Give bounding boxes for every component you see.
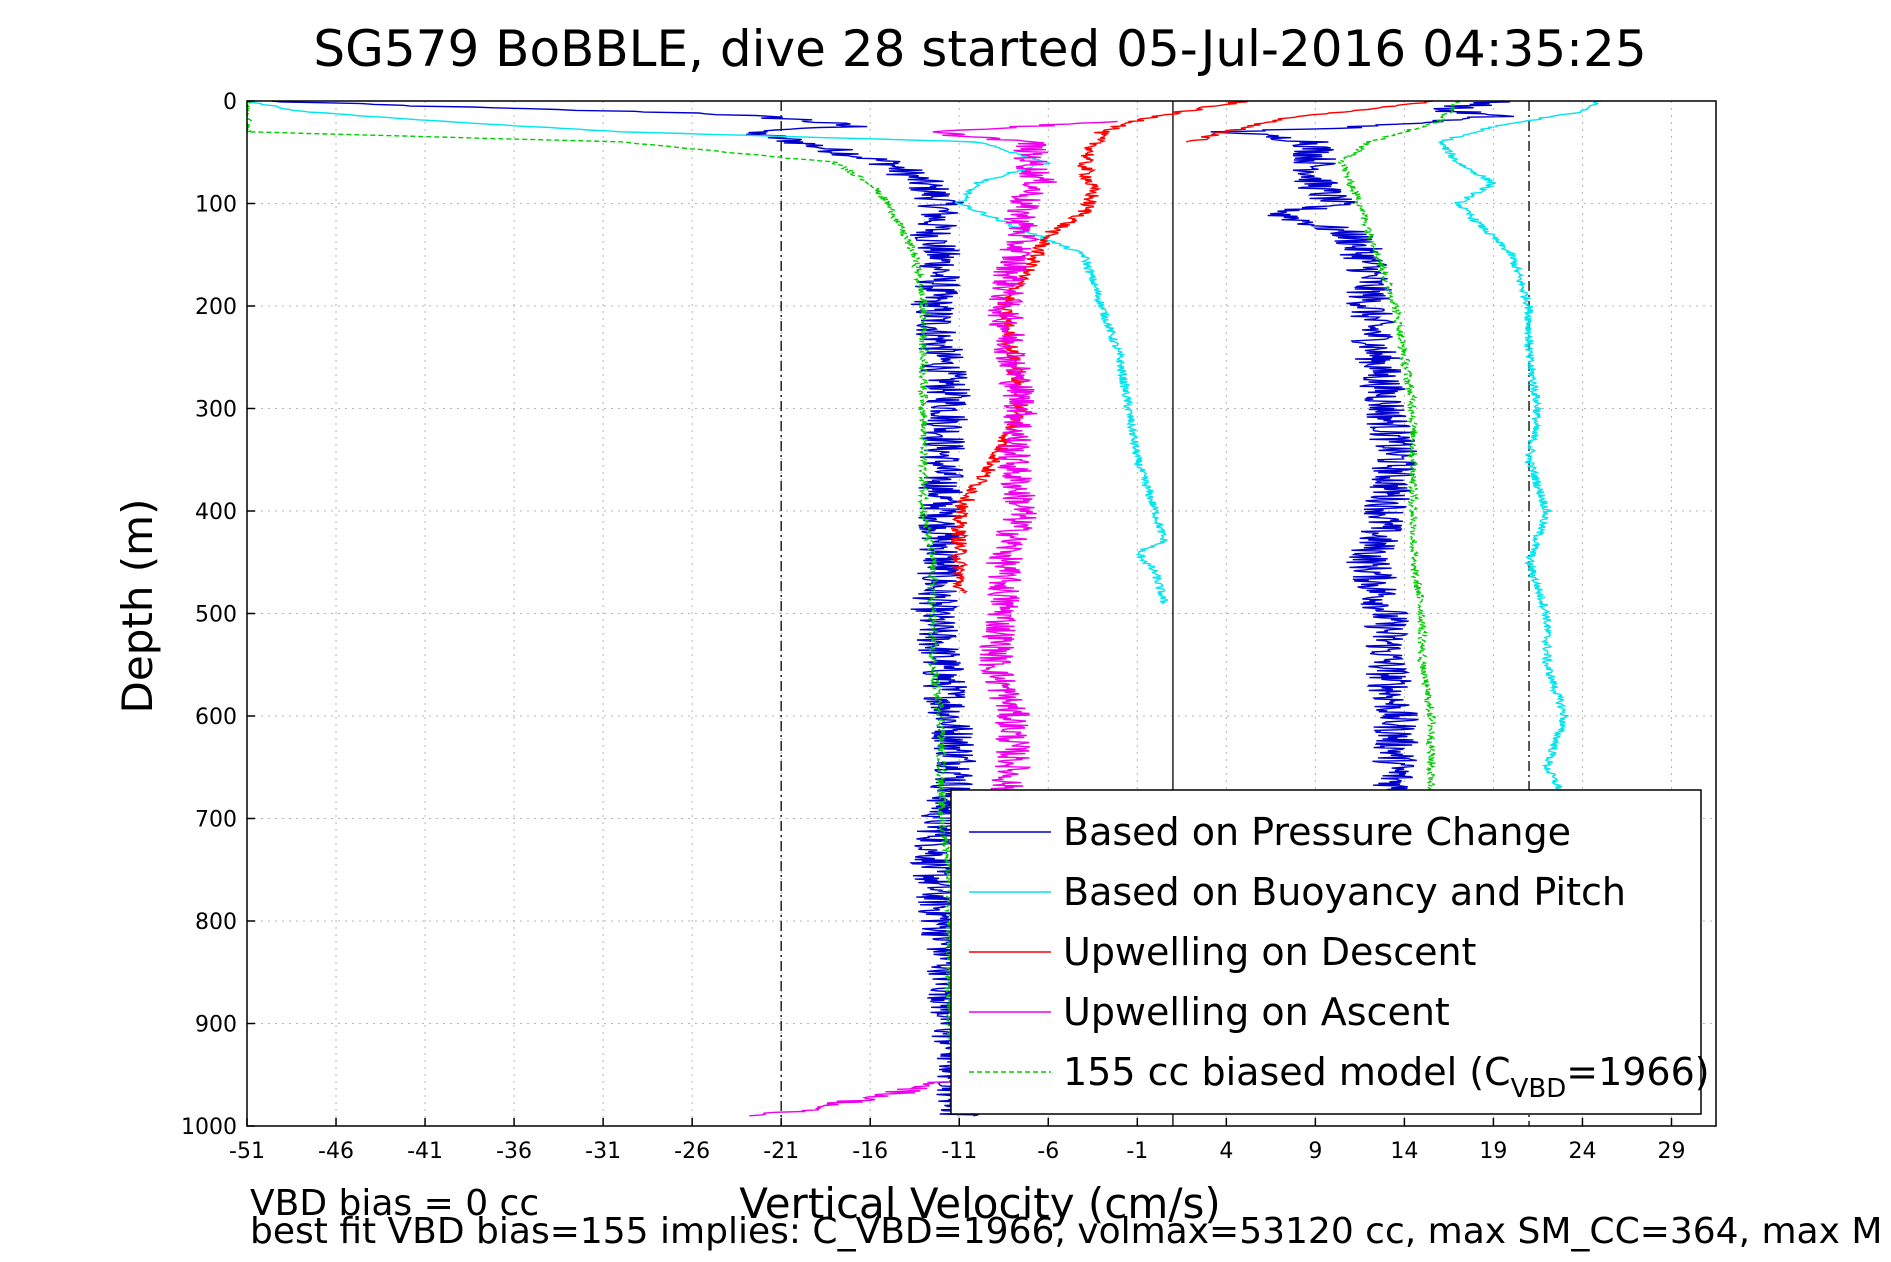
- series-line-4: [245, 100, 966, 1117]
- legend: Based on Pressure Change Based on Buoyanc…: [950, 789, 1710, 1115]
- x-tick-label: 19: [1479, 1139, 1507, 1164]
- y-tick-label: 200: [195, 295, 237, 320]
- x-tick-label: -31: [585, 1139, 621, 1164]
- series-line-2: [1186, 100, 1433, 143]
- x-tick-label: -51: [229, 1139, 265, 1164]
- x-tick-label: 14: [1390, 1139, 1418, 1164]
- y-tick-label: 100: [195, 193, 237, 218]
- y-tick-label: 600: [195, 705, 237, 730]
- x-tick-label: -21: [763, 1139, 799, 1164]
- x-tick-label: -6: [1037, 1139, 1059, 1164]
- series-line-4: [1337, 100, 1461, 799]
- x-tick-label: 9: [1308, 1139, 1322, 1164]
- x-tick-label: -11: [941, 1139, 977, 1164]
- series-line-2: [949, 100, 1248, 594]
- series-line-0: [1210, 100, 1515, 799]
- y-tick-label: 700: [195, 808, 237, 833]
- legend-label: 155 cc biased model (CVBD=1966): [1063, 1050, 1710, 1104]
- legend-label: Upwelling on Ascent: [1063, 990, 1450, 1034]
- series-line-1: [246, 100, 1168, 604]
- x-tick-label: -36: [496, 1139, 532, 1164]
- axis-ticks: -51 -46 -41 -36 -31 -26 -21 -16 -11 -6 -1 4 9 14 19 24 2…: [181, 90, 1685, 1164]
- x-axis-label: Vertical Velocity (cm/s): [739, 1179, 1220, 1228]
- x-tick-label: -16: [852, 1139, 888, 1164]
- x-tick-label: 29: [1657, 1139, 1685, 1164]
- chart-title: SG579 BoBBLE, dive 28 started 05-Jul-201…: [313, 20, 1646, 78]
- x-tick-label: -46: [318, 1139, 354, 1164]
- x-tick-label: 4: [1219, 1139, 1233, 1164]
- legend-box: [950, 789, 1702, 1115]
- legend-label: Based on Pressure Change: [1063, 810, 1571, 854]
- x-tick-label: -1: [1126, 1139, 1148, 1164]
- y-tick-label: 300: [195, 398, 237, 423]
- best-fit-note: best fit VBD bias=155 implies: C_VBD=196…: [250, 1211, 1883, 1252]
- y-tick-label: 400: [195, 500, 237, 525]
- y-tick-label: 500: [195, 603, 237, 628]
- y-tick-label: 900: [195, 1013, 237, 1038]
- legend-label: Based on Buoyancy and Pitch: [1063, 870, 1626, 914]
- y-tick-label: 800: [195, 910, 237, 935]
- series-line-0: [271, 100, 982, 1117]
- x-tick-label: -26: [674, 1139, 710, 1164]
- vbd-bias-note: VBD bias = 0 cc: [250, 1183, 540, 1224]
- series-line-1: [1437, 100, 1601, 799]
- y-tick-label: 0: [223, 90, 237, 115]
- legend-label: Upwelling on Descent: [1063, 930, 1476, 974]
- y-tick-label: 1000: [181, 1115, 237, 1140]
- x-tick-label: -41: [407, 1139, 443, 1164]
- y-axis-label: Depth (m): [113, 499, 162, 714]
- x-tick-label: 24: [1568, 1139, 1596, 1164]
